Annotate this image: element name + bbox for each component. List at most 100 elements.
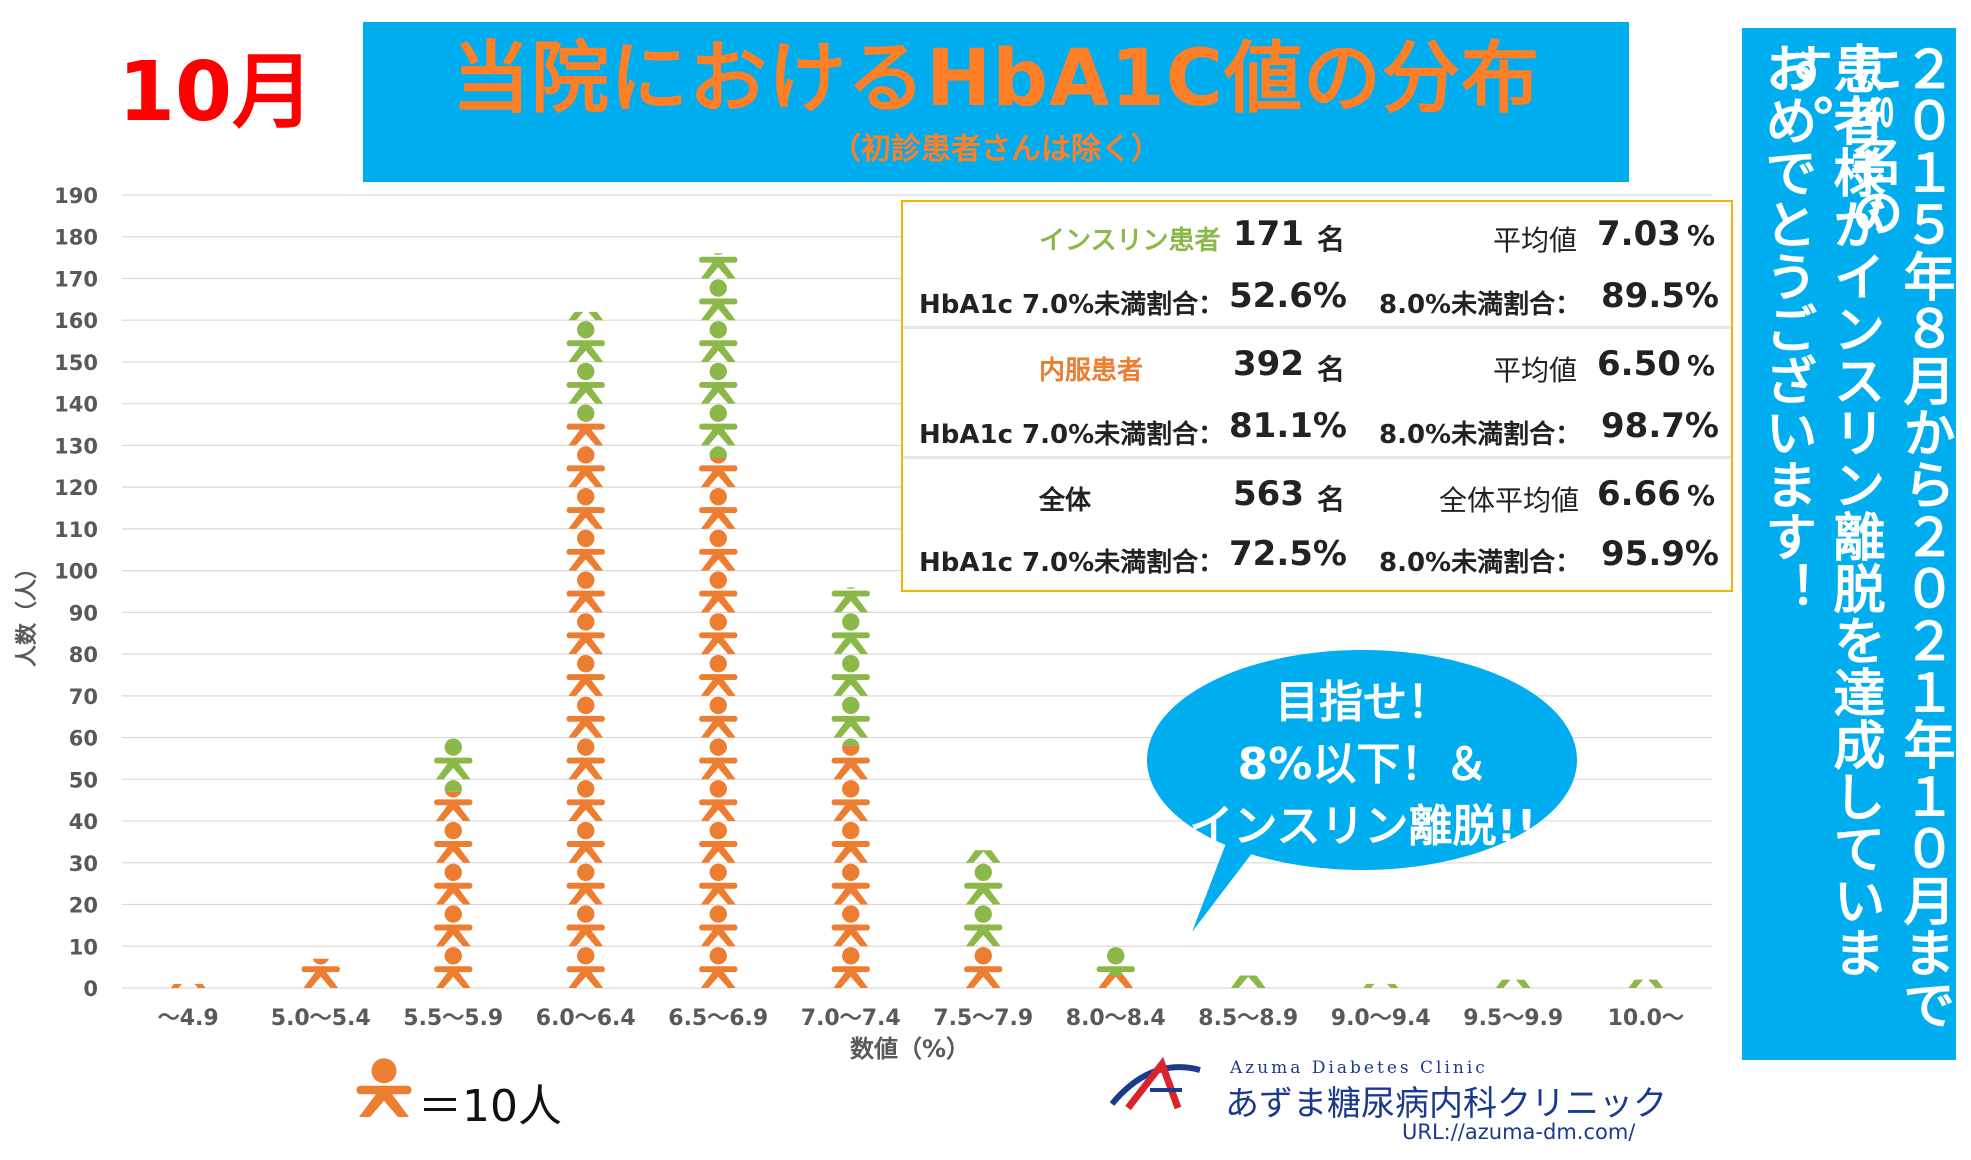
y-axis-ticks: 0 10 20 30 40 50 60 70 80 90 100 110 120 130 140 150 160…	[54, 184, 98, 1001]
x-tick-label: 5.5～5.9	[403, 1006, 503, 1031]
side-message-col3: おめでとうございます！	[1756, 42, 1816, 614]
insulin-count-unit: 名	[1317, 223, 1346, 256]
insulin-label: インスリン患者	[1039, 226, 1221, 256]
insulin-count: 171	[1233, 214, 1304, 254]
side-message-panel: ２０１５年８月から２０２１年１０月までに140名の 患者様がインスリン離脱を達成…	[1742, 28, 1956, 1060]
x-tick-label: 6.5～6.9	[668, 1006, 768, 1031]
bar-segment-oral	[301, 958, 340, 988]
y-tick-label: 30	[69, 852, 98, 876]
oral-label: 内服患者	[1039, 356, 1144, 386]
bar-segment-insulin	[1096, 947, 1135, 976]
bar-segment-insulin	[1494, 979, 1533, 988]
oral-r7-label: HbA1c 7.0%未満割合：	[919, 420, 1225, 450]
bubble-line3: インスリン離脱!!	[1189, 801, 1537, 852]
all-label: 全体	[1039, 486, 1092, 516]
all-r8-label: 8.0%未満割合：	[1379, 548, 1582, 578]
y-tick-label: 0	[83, 977, 98, 1001]
y-tick-label: 110	[54, 518, 98, 542]
y-tick-label: 120	[54, 476, 98, 500]
oral-avg-value: 6.50	[1597, 344, 1681, 384]
y-tick-label: 170	[54, 267, 98, 291]
insulin-r8-value: 89.5%	[1601, 276, 1719, 316]
bar-segment-insulin	[1361, 983, 1400, 988]
all-avg-label: 全体平均値	[1439, 484, 1580, 517]
all-avg-unit: %	[1687, 479, 1716, 512]
y-tick-label: 80	[69, 643, 98, 667]
x-tick-label: 9.5～9.9	[1463, 1006, 1563, 1031]
side-message-col1-number: 140	[1850, 94, 1894, 134]
all-r8-value: 95.9%	[1601, 534, 1719, 574]
y-tick-label: 100	[54, 560, 98, 584]
chart-title: 当院におけるHbA1C値の分布	[452, 34, 1540, 124]
all-count-unit: 名	[1317, 483, 1346, 516]
bubble-line2: 8%以下！＆	[1237, 739, 1489, 790]
table-divider	[903, 326, 1731, 329]
y-tick-label: 180	[54, 226, 98, 250]
side-message-col2: 患者様がインスリン離脱を達成しています。	[1772, 42, 1884, 978]
insulin-r8-label: 8.0%未満割合：	[1379, 290, 1582, 320]
x-tick-label: 9.0～9.4	[1331, 1006, 1431, 1031]
insulin-r7-value: 52.6%	[1229, 276, 1347, 316]
side-message-col1: ２０１５年８月から２０２１年１０月までに140名の	[1842, 42, 1954, 1060]
month-label: 10月	[118, 45, 315, 140]
clinic-name-jp: あずま糖尿病内科クリニック	[1225, 1084, 1667, 1124]
x-tick-label: 10.0～	[1608, 1006, 1684, 1031]
y-tick-label: 150	[54, 351, 98, 375]
x-tick-label: 8.0～8.4	[1066, 1006, 1166, 1031]
bar-segment-oral	[434, 791, 473, 988]
chart-subtitle: （初診患者さんは除く）	[831, 132, 1161, 167]
y-tick-label: 160	[54, 309, 98, 333]
y-axis-label: 人数（人）	[14, 557, 40, 667]
oral-r8-value: 98.7%	[1601, 406, 1719, 446]
y-tick-label: 50	[69, 768, 98, 792]
y-tick-label: 60	[69, 727, 98, 751]
oral-avg-unit: %	[1687, 349, 1716, 382]
bar-segment-oral	[699, 457, 738, 988]
bar-segment-oral	[169, 983, 208, 988]
x-axis-ticks: ～4.9 5.0～5.4 5.5～5.9 6.0～6.4 6.5～6.9 7.0～7.4 7…	[158, 1006, 1684, 1031]
stats-table: インスリン患者 171 名 平均値 7.03 % HbA1c 7.0%未満割合：…	[901, 200, 1733, 592]
y-tick-label: 140	[54, 393, 98, 417]
all-avg-value: 6.66	[1597, 474, 1681, 514]
clinic-name-en: Azuma Diabetes Clinic	[1230, 1058, 1488, 1078]
all-r7-label: HbA1c 7.0%未満割合：	[919, 548, 1225, 578]
side-message-col1-text: ２０１５年８月から２０２１年１０月までに	[1842, 42, 1954, 1030]
all-r7-value: 72.5%	[1229, 534, 1347, 574]
person-icon	[356, 1058, 412, 1117]
y-tick-label: 40	[69, 810, 98, 834]
y-tick-label: 70	[69, 685, 98, 709]
y-tick-label: 20	[69, 894, 98, 918]
y-tick-label: 130	[54, 434, 98, 458]
clinic-logo-icon	[1109, 1056, 1201, 1111]
x-tick-label: 6.0～6.4	[536, 1006, 636, 1031]
y-tick-label: 90	[69, 601, 98, 625]
x-tick-label: 7.0～7.4	[801, 1006, 901, 1031]
clinic-url: URL://azuma-dm.com/	[1402, 1120, 1636, 1144]
side-message-col1-end: 名の	[1842, 134, 1902, 238]
insulin-avg-value: 7.03	[1597, 214, 1681, 254]
x-tick-label: ～4.9	[158, 1006, 219, 1031]
x-axis-label: 数値（%）	[850, 1035, 970, 1063]
y-tick-label: 10	[69, 935, 98, 959]
bar-segment-insulin	[1229, 975, 1268, 988]
bar-segment-insulin	[1626, 979, 1665, 988]
oral-count-unit: 名	[1317, 353, 1346, 386]
insulin-avg-label: 平均値	[1493, 224, 1578, 257]
x-tick-label: 8.5～8.9	[1198, 1006, 1298, 1031]
y-tick-label: 190	[54, 184, 98, 208]
oral-r8-label: 8.0%未満割合：	[1379, 420, 1582, 450]
insulin-r7-label: HbA1c 7.0%未満割合：	[919, 290, 1225, 320]
bubble-line1: 目指せ！	[1275, 677, 1451, 728]
oral-count: 392	[1233, 344, 1304, 384]
oral-r7-value: 81.1%	[1229, 406, 1347, 446]
title-banner: 当院におけるHbA1C値の分布 （初診患者さんは除く）	[363, 22, 1629, 182]
speech-bubble	[1147, 650, 1577, 932]
all-count: 563	[1233, 474, 1304, 514]
oral-avg-label: 平均値	[1493, 354, 1578, 387]
insulin-avg-unit: %	[1687, 219, 1716, 252]
x-tick-label: 5.0～5.4	[271, 1006, 371, 1031]
table-divider	[903, 456, 1731, 459]
legend-text: ＝10人	[418, 1081, 562, 1132]
bar-segment-oral	[964, 947, 1003, 988]
bubble-text: 目指せ！ 8%以下！＆ インスリン離脱!!	[1128, 672, 1598, 858]
